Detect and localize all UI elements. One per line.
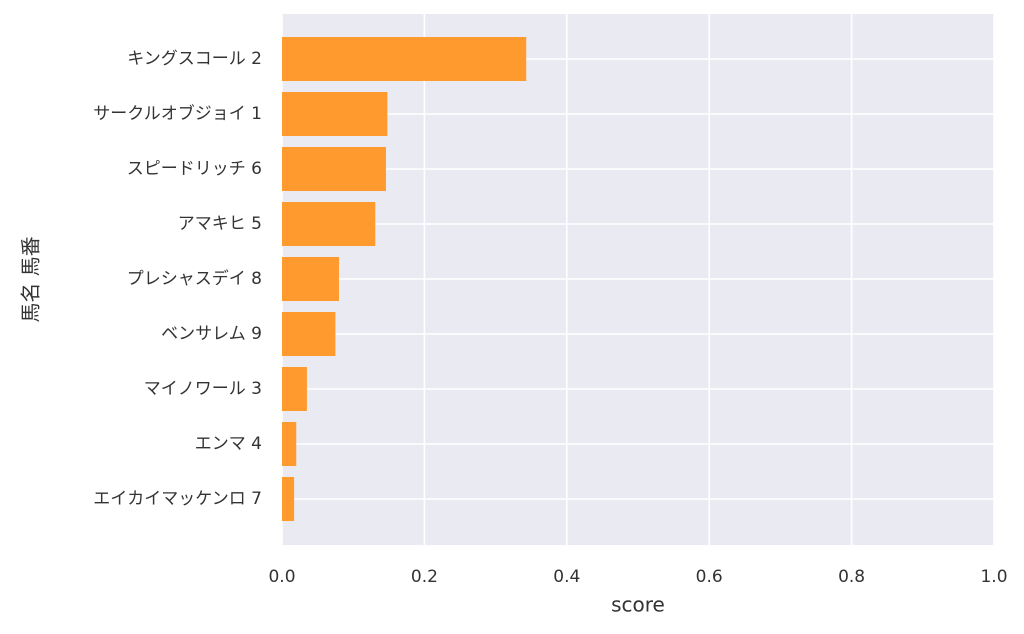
x-tick-label: 0.4 (553, 567, 580, 587)
x-tick-labels: 0.0 0.2 0.4 0.6 0.8 1.0 (268, 567, 1007, 587)
y-tick-label: キングスコール 2 (127, 49, 262, 69)
x-axis-label: score (611, 593, 665, 617)
y-tick-label: マイノワール 3 (144, 379, 262, 399)
gridlines (281, 14, 995, 545)
x-tick-label: 0.0 (268, 567, 295, 587)
bar (282, 477, 295, 521)
bar (282, 422, 297, 466)
bar (282, 257, 339, 301)
x-tick-label: 0.6 (696, 567, 723, 587)
y-tick-label: サークルオブジョイ 1 (93, 103, 262, 124)
y-tick-label: エイカイマッケンロ 7 (93, 489, 262, 509)
x-tick-label: 0.2 (411, 567, 438, 587)
y-tick-label: プレシャスデイ 8 (127, 268, 262, 289)
bar (282, 92, 388, 136)
y-tick-labels: キングスコール 2 サークルオブジョイ 1 スピードリッチ 6 アマキヒ 5 プレシャス… (93, 49, 262, 509)
bar (282, 367, 307, 411)
bar (282, 202, 376, 246)
y-tick-label: ベンサレム 9 (161, 324, 262, 344)
y-tick-label: エンマ 4 (195, 434, 262, 454)
x-tick-label: 1.0 (980, 567, 1007, 587)
bars (282, 37, 527, 521)
y-axis-label: 馬名 馬番 (19, 236, 43, 322)
bar (282, 312, 336, 356)
x-tick-label: 0.8 (838, 567, 865, 587)
y-tick-label: スピードリッチ 6 (127, 159, 262, 179)
y-tick-label: アマキヒ 5 (178, 214, 262, 234)
bar (282, 147, 386, 191)
bar (282, 37, 527, 81)
